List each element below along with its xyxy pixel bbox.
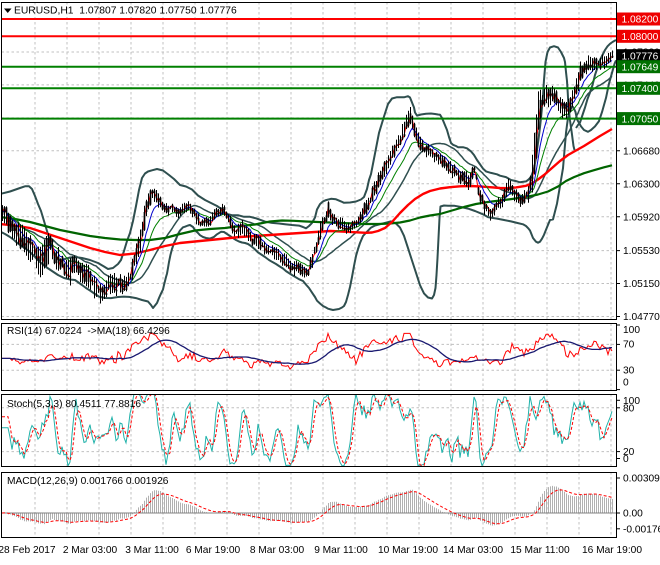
svg-text:30: 30	[623, 366, 635, 377]
svg-text:1.07050: 1.07050	[622, 114, 659, 125]
svg-text:0.00: 0.00	[623, 509, 643, 520]
svg-text:1.04770: 1.04770	[623, 312, 660, 323]
svg-text:8 Mar 03:00: 8 Mar 03:00	[250, 545, 305, 556]
svg-text:1.08000: 1.08000	[622, 32, 659, 43]
svg-text:2 Mar 03:00: 2 Mar 03:00	[63, 545, 118, 556]
svg-text:20: 20	[623, 447, 635, 458]
svg-text:14 Mar 03:00: 14 Mar 03:00	[443, 545, 503, 556]
svg-text:70: 70	[623, 340, 635, 351]
svg-text:100: 100	[623, 325, 640, 336]
svg-text:0.003092: 0.003092	[623, 474, 660, 485]
svg-text:EURUSD,H1 1.07807 1.07820 1.0: EURUSD,H1 1.07807 1.07820 1.07750 1.0777…	[14, 6, 237, 17]
svg-text:0: 0	[623, 454, 629, 465]
svg-text:28 Feb 2017: 28 Feb 2017	[0, 545, 56, 556]
svg-text:100: 100	[623, 396, 640, 407]
svg-text:1.08200: 1.08200	[622, 15, 659, 26]
svg-text:3 Mar 11:00: 3 Mar 11:00	[125, 545, 179, 556]
svg-text:RSI(14) 67.0224 ->MA(18) 66.4: RSI(14) 67.0224 ->MA(18) 66.4296	[7, 326, 170, 337]
svg-text:1.07400: 1.07400	[622, 84, 659, 95]
svg-text:1.06300: 1.06300	[623, 179, 660, 190]
svg-text:1.07649: 1.07649	[622, 62, 659, 73]
svg-text:80: 80	[623, 403, 635, 414]
svg-text:1.05920: 1.05920	[623, 212, 660, 223]
svg-text:1.07776: 1.07776	[622, 51, 659, 62]
svg-text:16 Mar 19:00: 16 Mar 19:00	[582, 545, 642, 556]
svg-text:9 Mar 11:00: 9 Mar 11:00	[314, 545, 368, 556]
svg-text:6 Mar 19:00: 6 Mar 19:00	[186, 545, 241, 556]
svg-text:1.05530: 1.05530	[623, 246, 660, 257]
svg-text:1.06680: 1.06680	[623, 146, 660, 157]
svg-text:1.05150: 1.05150	[623, 279, 660, 290]
svg-text:-0.001767: -0.001767	[623, 524, 660, 535]
svg-text:Stoch(5,3,3) 80.4511 77.8816: Stoch(5,3,3) 80.4511 77.8816	[7, 399, 141, 410]
svg-text:15 Mar 11:00: 15 Mar 11:00	[510, 545, 570, 556]
svg-text:10 Mar 19:00: 10 Mar 19:00	[378, 545, 438, 556]
svg-text:0: 0	[623, 378, 629, 389]
svg-text:MACD(12,26,9) 0.001766 0.00192: MACD(12,26,9) 0.001766 0.001926	[7, 476, 169, 487]
